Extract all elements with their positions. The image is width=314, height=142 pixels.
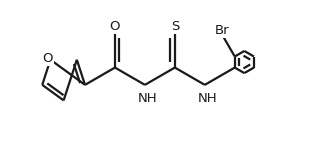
Text: Br: Br <box>214 24 229 37</box>
Text: NH: NH <box>138 92 158 106</box>
Text: O: O <box>110 20 120 33</box>
Text: O: O <box>42 52 53 64</box>
Text: S: S <box>171 20 179 33</box>
Text: NH: NH <box>198 92 217 106</box>
